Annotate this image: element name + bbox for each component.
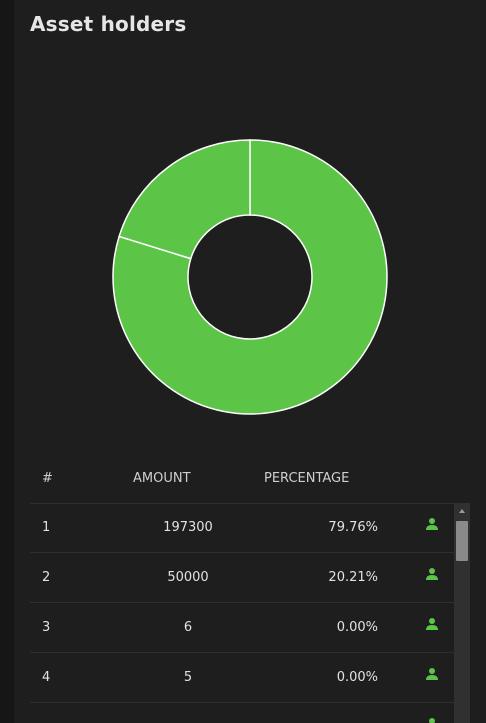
user-icon[interactable]: [425, 617, 439, 631]
row-percentage: 79.76%: [328, 520, 378, 535]
row-percentage: 0.00%: [336, 620, 378, 635]
row-amount: 197300: [163, 520, 213, 535]
table-scrollbar[interactable]: [454, 503, 470, 723]
user-icon[interactable]: [425, 567, 439, 581]
table-header: # AMOUNT PERCENTAGE: [30, 461, 470, 504]
row-amount: 5: [183, 670, 193, 685]
row-rank: 2: [42, 570, 51, 585]
row-percentage: 20.21%: [328, 570, 378, 585]
row-rank: 3: [42, 620, 51, 635]
donut-slice-2[interactable]: [118, 139, 251, 260]
row-amount: 50000: [167, 570, 209, 585]
row-rank: 4: [42, 670, 51, 685]
row-percentage: 0.00%: [336, 670, 378, 685]
user-icon[interactable]: [425, 717, 439, 723]
user-icon[interactable]: [425, 667, 439, 681]
table-row: 2 50000 20.21%: [30, 553, 454, 603]
row-rank: 1: [42, 520, 51, 535]
table-row: 1 197300 79.76%: [30, 503, 454, 553]
column-header-rank: #: [42, 471, 53, 486]
page-title: Asset holders: [30, 12, 187, 36]
column-header-percentage: PERCENTAGE: [264, 471, 350, 486]
holders-table-body[interactable]: 1 197300 79.76% 2 50000 20.21% 3 6 0.00%…: [30, 503, 454, 723]
donut-slice-1[interactable]: [112, 139, 388, 415]
holders-donut-chart: [112, 139, 388, 415]
user-icon[interactable]: [425, 517, 439, 531]
asset-holders-panel: Asset holders # AMOUNT PERCENTAGE 1 1973…: [14, 0, 486, 723]
table-row: 3 6 0.00%: [30, 603, 454, 653]
table-row: 4 5 0.00%: [30, 653, 454, 703]
column-header-amount: AMOUNT: [133, 471, 191, 486]
table-row: [30, 703, 454, 723]
scroll-up-arrow-icon[interactable]: [459, 509, 465, 513]
scrollbar-thumb[interactable]: [456, 521, 468, 561]
row-amount: 6: [183, 620, 193, 635]
